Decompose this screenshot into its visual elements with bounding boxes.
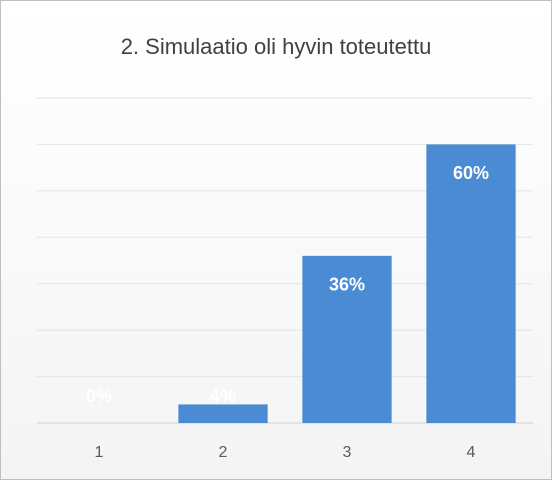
bar [302,255,392,423]
chart-title: 2. Simulaatio oli hyvin toteutettu [121,34,432,59]
x-tick-label: 4 [467,444,476,461]
x-tick-label: 2 [219,444,228,461]
data-label: 4% [210,386,236,406]
x-tick-label: 3 [343,444,352,461]
data-label: 36% [329,275,365,295]
data-label: 60% [453,163,489,183]
data-label: 0% [86,386,112,406]
x-tick-label: 1 [95,444,104,461]
bar [426,144,516,423]
bar [178,404,268,423]
